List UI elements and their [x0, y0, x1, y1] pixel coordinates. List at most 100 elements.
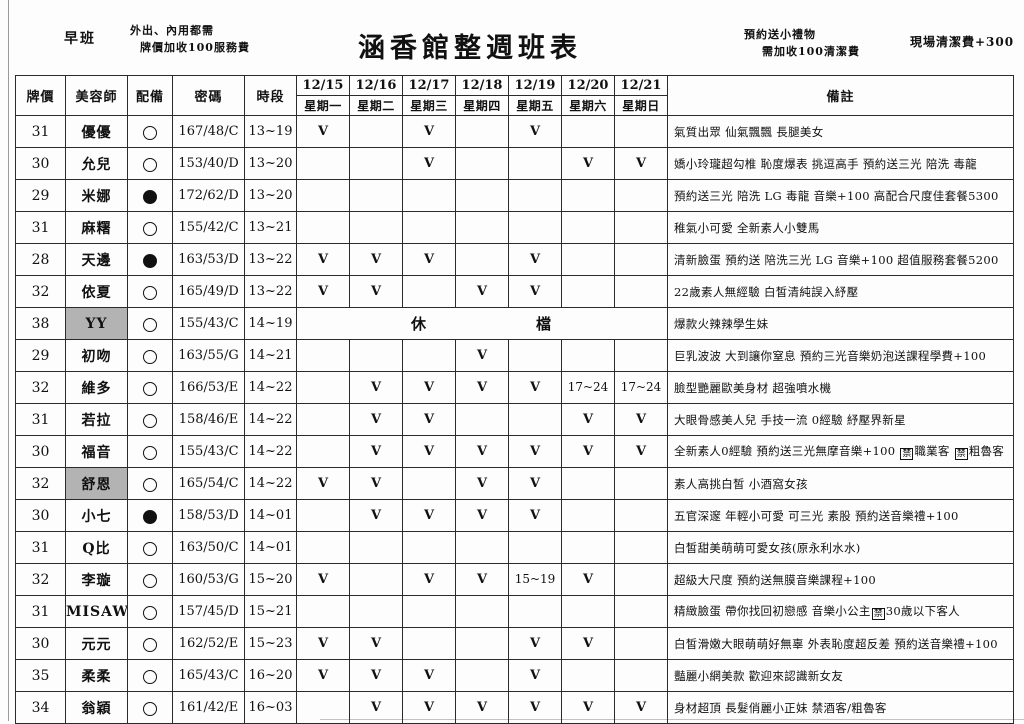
beautician-name: 李璇	[65, 563, 128, 596]
equipment-cell	[127, 339, 173, 372]
time-slot-cell: 14~22	[244, 435, 297, 468]
empty-circle-icon	[143, 541, 157, 556]
day-cell: V	[455, 467, 509, 500]
code-cell: 160/53/G	[172, 563, 245, 596]
day-cell	[508, 403, 562, 436]
day-cell	[614, 339, 668, 372]
day-cell	[296, 595, 350, 628]
day-cell: V	[614, 435, 668, 468]
table-row: 31 若拉 158/46/E 14~22 V V V V 大眼骨感美人兒 手技一流 0經驗 紓壓…	[15, 403, 1014, 436]
day-cell	[614, 115, 668, 148]
day-cell: V	[561, 563, 615, 596]
empty-circle-icon	[143, 445, 157, 460]
day-cell	[561, 595, 615, 628]
day-cell	[455, 595, 509, 628]
day-date-header: 12/21	[614, 75, 668, 96]
equipment-cell	[127, 403, 173, 436]
day-cell	[296, 179, 350, 212]
day-cell: V	[508, 275, 562, 308]
code-cell: 163/55/G	[172, 339, 245, 372]
equipment-cell	[127, 499, 173, 532]
price-cell: 31	[15, 595, 66, 628]
day-cell: V	[508, 435, 562, 468]
beautician-name: 米娜	[65, 179, 128, 212]
code-cell: 157/45/D	[172, 595, 245, 628]
beautician-name: 柔柔	[65, 659, 128, 692]
table-row: 32 維多 166/53/E 14~22 V V V V 17~24 17~24 臉型艷麗歐美身材 …	[15, 371, 1014, 404]
time-slot-cell: 14~22	[244, 371, 297, 404]
table-row: 32 李璇 160/53/G 15~20 V V V 15~19 V 超級大尺度 預約送無膜音樂課…	[15, 563, 1014, 596]
day-cell: V	[561, 627, 615, 660]
day-cell	[561, 499, 615, 532]
price-cell: 31	[15, 531, 66, 564]
day-cell	[296, 499, 350, 532]
day-cell	[508, 595, 562, 628]
empty-circle-icon	[143, 285, 157, 300]
day-cell: V	[614, 403, 668, 436]
beautician-name: Q比	[65, 531, 128, 564]
remark-cell: 精緻臉蛋 帶你找回初戀感 音樂小公主禁 30歲以下客人	[667, 595, 1014, 628]
time-slot-cell: 14~01	[244, 531, 297, 564]
day-cell	[508, 147, 562, 180]
remark-cell: 五官深邃 年輕小可愛 可三光 素股 預約送音樂禮+100	[667, 499, 1014, 532]
day-cell	[614, 563, 668, 596]
time-slot-cell: 14~22	[244, 403, 297, 436]
day-cell	[614, 595, 668, 628]
day-cell	[349, 211, 403, 244]
day-cell	[561, 211, 615, 244]
code-cell: 161/42/E	[172, 691, 245, 724]
day-cell	[455, 211, 509, 244]
day-cell	[296, 371, 350, 404]
day-cell	[349, 147, 403, 180]
day-cell: V	[614, 147, 668, 180]
price-cell: 28	[15, 243, 66, 276]
day-cell	[614, 211, 668, 244]
price-cell: 31	[15, 115, 66, 148]
time-slot-header: 時段	[244, 75, 297, 116]
day-cell: V	[349, 435, 403, 468]
day-cell: V	[402, 499, 456, 532]
day-time-note: 17~24	[620, 380, 662, 394]
day-cell	[402, 339, 456, 372]
equipment-cell	[127, 435, 173, 468]
time-slot-cell: 14~01	[244, 499, 297, 532]
code-cell: 158/46/E	[172, 403, 245, 436]
day-cell: V	[349, 467, 403, 500]
filled-circle-icon	[143, 189, 157, 204]
day-cell: V	[455, 371, 509, 404]
day-cell: V	[296, 275, 350, 308]
empty-circle-icon	[143, 637, 157, 652]
day-cell	[349, 563, 403, 596]
day-cell	[561, 179, 615, 212]
day-cell: V	[508, 499, 562, 532]
weekly-schedule-table: 牌價 美容師 配備 密碼 時段 12/15 12/16 12/17 12/18 12/19 12/2…	[15, 75, 1014, 724]
remark-cell: 氣質出眾 仙氣飄飄 長腿美女	[667, 115, 1014, 148]
empty-circle-icon	[143, 573, 157, 588]
remarks-header: 備註	[667, 75, 1014, 116]
empty-circle-icon	[143, 157, 157, 172]
price-cell: 38	[15, 307, 66, 340]
gift-note-line2: 需加收100清潔費	[762, 45, 860, 58]
empty-circle-icon	[143, 221, 157, 236]
day-cell	[402, 179, 456, 212]
table-row: 30 福音 155/43/C 14~22 V V V V V V 全新素人0經驗 預約送三光無摩音樂…	[15, 435, 1014, 468]
day-cell: V	[349, 371, 403, 404]
day-weekday-header: 星期一	[296, 95, 350, 116]
day-date-header: 12/15	[296, 75, 350, 96]
day-cell: V	[455, 339, 509, 372]
beautician-name: 麻糬	[65, 211, 128, 244]
rest-label-char: 休	[410, 315, 428, 333]
rest-label: 休檔	[298, 313, 667, 334]
empty-circle-icon	[143, 701, 157, 716]
day-cell	[561, 115, 615, 148]
time-slot-cell: 13~19	[244, 115, 297, 148]
code-cell: 162/52/E	[172, 627, 245, 660]
table-row: 28 天邊 163/53/D 13~22 V V V V 清新臉蛋 預約送 陪洗三光 LG 音樂…	[15, 243, 1014, 276]
price-cell: 30	[15, 435, 66, 468]
day-cell: V	[402, 115, 456, 148]
time-slot-cell: 14~21	[244, 339, 297, 372]
day-cell	[455, 179, 509, 212]
remark-cell: 素人高挑白皙 小酒窩女孩	[667, 467, 1014, 500]
price-cell: 30	[15, 499, 66, 532]
day-cell: V	[296, 467, 350, 500]
